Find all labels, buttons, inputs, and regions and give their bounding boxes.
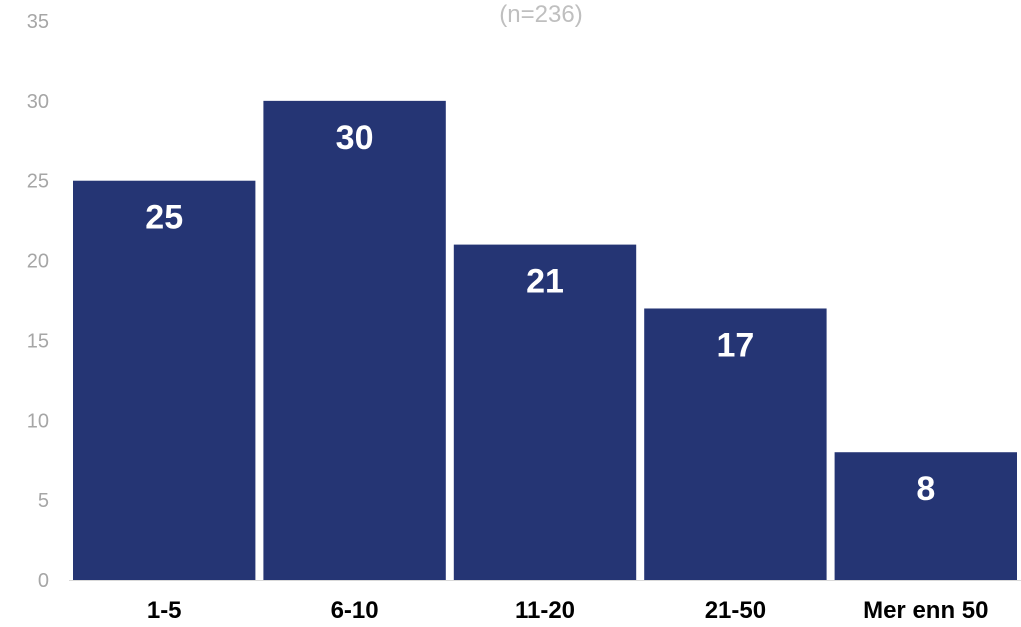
- x-tick-label: 6-10: [331, 597, 379, 624]
- bar: [644, 308, 827, 580]
- x-tick-label: Mer enn 50: [863, 597, 988, 624]
- bar: [453, 244, 637, 580]
- bar-value-label: 25: [145, 199, 183, 237]
- x-tick-label: 21-50: [705, 597, 766, 624]
- y-tick-label: 0: [38, 570, 49, 592]
- bar-value-label: 17: [716, 326, 754, 364]
- y-tick-label: 25: [27, 171, 49, 193]
- bar-value-label: 8: [916, 470, 935, 508]
- bar-data-labels: 25 30 21 17 8: [145, 119, 935, 508]
- y-tick-label: 15: [27, 330, 49, 352]
- bar: [263, 100, 446, 580]
- y-tick-label: 10: [27, 410, 49, 432]
- chart-subtitle: (n=236): [499, 1, 582, 28]
- bar: [834, 452, 1017, 580]
- x-tick-label: 11-20: [515, 597, 575, 624]
- y-axis-ticks: 0 5 10 15 20 25 30 35: [27, 11, 49, 592]
- y-tick-label: 20: [27, 251, 49, 273]
- bar: [73, 180, 256, 580]
- bar-value-label: 21: [526, 263, 564, 301]
- y-tick-label: 35: [27, 11, 49, 33]
- bars: [73, 100, 1017, 580]
- x-tick-label: 1-5: [147, 597, 182, 624]
- y-tick-label: 5: [38, 490, 49, 512]
- bar-value-label: 30: [336, 119, 374, 157]
- y-tick-label: 30: [27, 91, 49, 113]
- x-axis-ticks: 1-5 6-10 11-20 21-50 Mer enn 50: [147, 597, 989, 624]
